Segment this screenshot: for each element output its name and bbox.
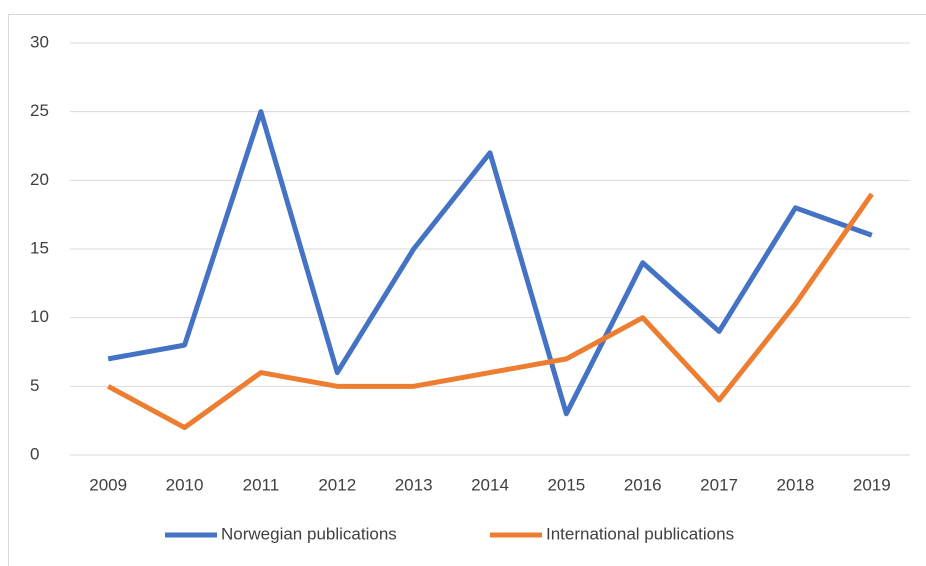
- x-tick-label: 2015: [547, 475, 585, 494]
- y-tick-label: 10: [30, 307, 49, 326]
- legend-label: International publications: [546, 524, 734, 543]
- chart-border: [8, 14, 926, 566]
- x-tick-label: 2014: [471, 475, 509, 494]
- x-tick-label: 2013: [395, 475, 433, 494]
- y-tick-label: 5: [30, 376, 39, 395]
- data-line: [107, 109, 873, 417]
- x-tick-label: 2016: [624, 475, 662, 494]
- x-tick-label: 2009: [89, 475, 127, 494]
- data-line: [106, 192, 874, 431]
- x-tick-label: 2011: [243, 475, 280, 494]
- x-tick-label: 2017: [700, 475, 738, 494]
- y-tick-label: 0: [30, 444, 39, 463]
- x-tick-label: 2018: [777, 475, 815, 494]
- legend-label: Norwegian publications: [221, 524, 397, 543]
- y-tick-label: 15: [30, 238, 49, 257]
- x-tick-label: 2019: [853, 475, 891, 494]
- y-tick-label: 25: [30, 101, 49, 120]
- x-tick-label: 2012: [318, 475, 356, 494]
- x-tick-label: 2010: [166, 475, 204, 494]
- y-tick-label: 30: [30, 32, 49, 51]
- y-tick-label: 20: [30, 170, 49, 189]
